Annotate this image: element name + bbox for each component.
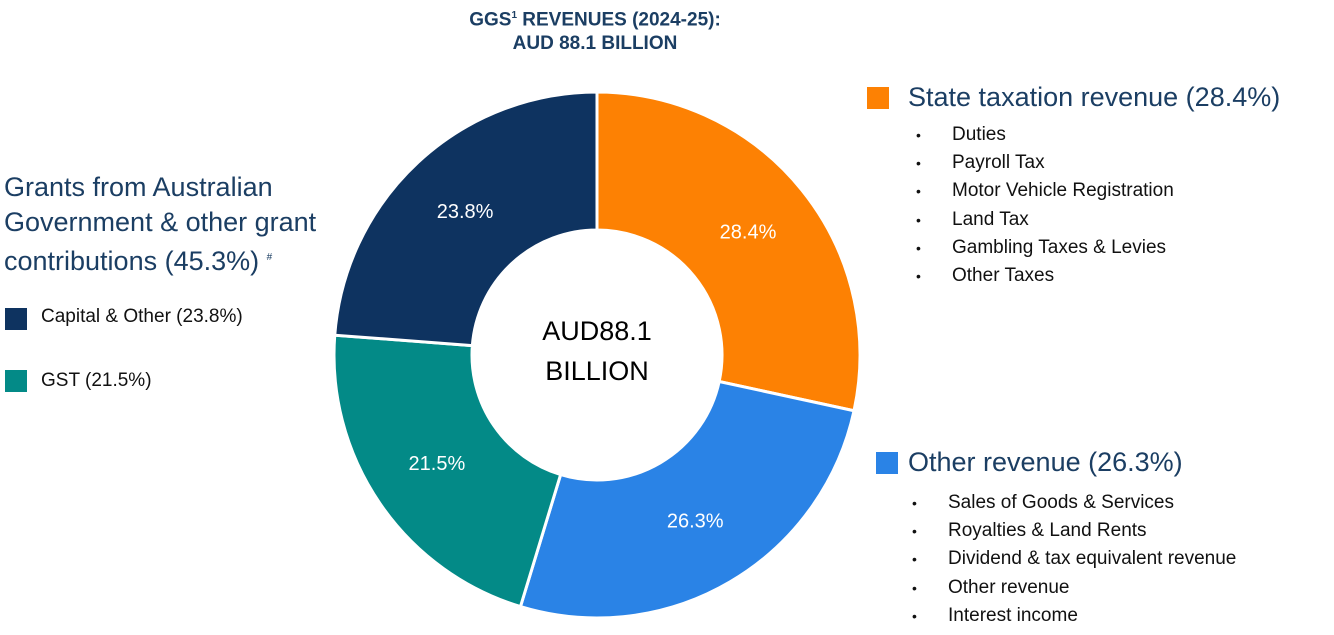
legend-swatch <box>5 370 27 392</box>
detail-item: Other Taxes <box>916 262 1174 290</box>
detail-list: Sales of Goods & ServicesRoyalties & Lan… <box>912 489 1236 630</box>
data-label: 21.5% <box>409 453 466 475</box>
data-label: 26.3% <box>667 511 724 533</box>
title-text: GGS <box>469 9 512 31</box>
detail-item: Interest income <box>912 602 1236 630</box>
legend-entry: GST (21.5%) <box>41 370 152 391</box>
detail-item: Payroll Tax <box>916 149 1174 177</box>
detail-item: Gambling Taxes & Levies <box>916 234 1174 262</box>
center-label: AUD88.1 <box>542 316 652 346</box>
slice <box>332 333 563 609</box>
detail-item: Land Tax <box>916 206 1174 234</box>
chart-subtitle: AUD 88.1 BILLION <box>512 33 678 54</box>
detail-item: Other revenue <box>912 574 1236 602</box>
data-label: 23.8% <box>437 201 494 223</box>
detail-item: Royalties & Land Rents <box>912 517 1236 545</box>
slice <box>333 90 599 348</box>
detail-list: DutiesPayroll TaxMotor Vehicle Registrat… <box>916 121 1174 290</box>
title-superscript: 1 <box>511 10 517 21</box>
legend-swatch <box>876 452 898 474</box>
chart-title: GGS1 REVENUES (2024-25): <box>400 2 790 34</box>
group-heading-text: Grants from Australian Government & othe… <box>4 172 317 276</box>
legend-swatch <box>867 87 889 109</box>
detail-item: Dividend & tax equivalent revenue <box>912 545 1236 573</box>
group-heading: Grants from Australian Government & othe… <box>4 170 349 279</box>
slice <box>518 379 856 620</box>
legend-entry: State taxation revenue (28.4%) <box>908 82 1281 112</box>
detail-item: Sales of Goods & Services <box>912 489 1236 517</box>
detail-item: Motor Vehicle Registration <box>916 177 1174 205</box>
slice <box>595 90 862 413</box>
detail-item: Duties <box>916 121 1174 149</box>
legend-entry: Other revenue (26.3%) <box>908 447 1183 477</box>
legend-swatch <box>5 308 27 330</box>
group-heading-superscript: # <box>266 252 273 263</box>
center-label: BILLION <box>545 356 649 386</box>
title-text: REVENUES (2024-25): <box>517 9 721 31</box>
data-label: 28.4% <box>720 222 777 244</box>
legend-entry: Capital & Other (23.8%) <box>41 306 243 327</box>
